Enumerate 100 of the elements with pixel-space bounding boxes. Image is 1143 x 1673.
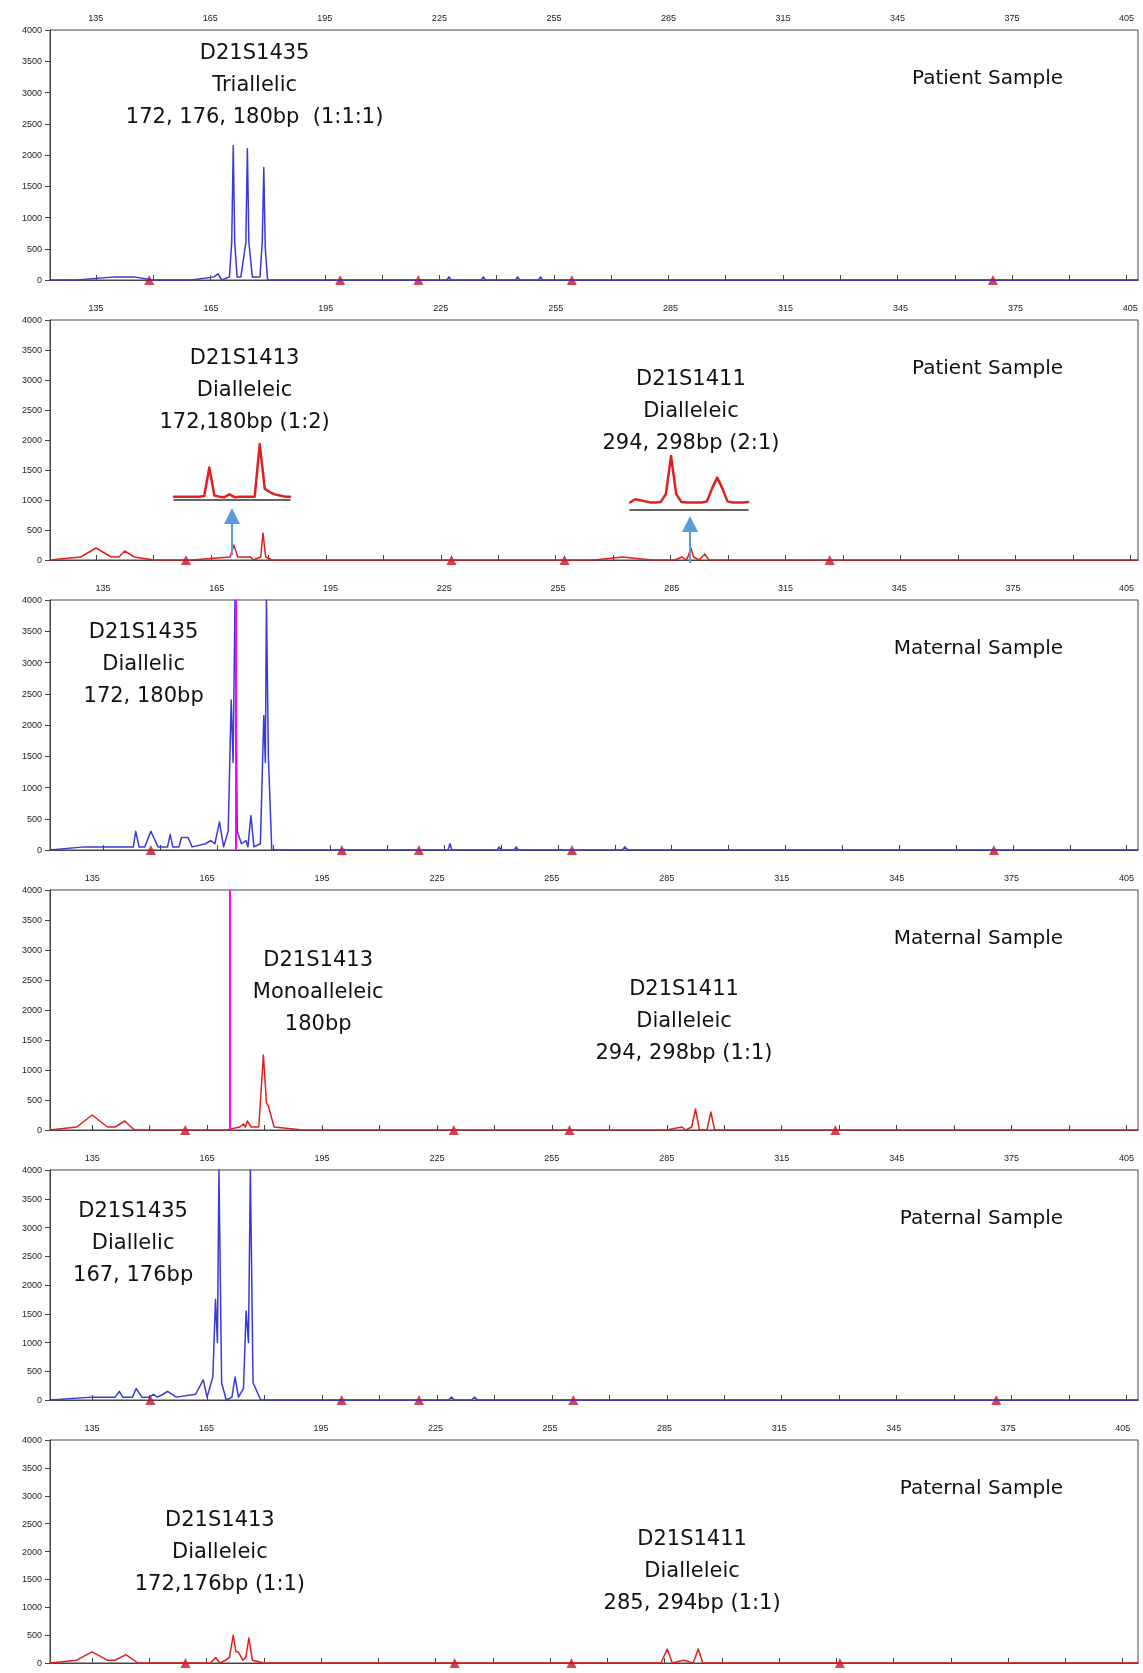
x-tick-label: 405	[1118, 1152, 1135, 1163]
x-tick-label: 285	[657, 1422, 673, 1433]
y-tick-label: 2000	[21, 435, 42, 445]
x-tick-label: 135	[84, 1152, 100, 1163]
x-tick-label: 345	[891, 582, 907, 593]
x-tick-label: 195	[323, 582, 339, 593]
y-tick-label: 3000	[21, 945, 42, 955]
y-tick-label: 2500	[21, 688, 42, 699]
y-tick-label: 500	[26, 525, 42, 535]
annotation: D21S1411 Dialleleic 294, 298bp (1:1)	[595, 975, 773, 1064]
y-tick-label: 1000	[21, 212, 42, 223]
x-tick-label: 405	[1119, 582, 1135, 593]
x-tick-label: 345	[889, 872, 905, 883]
x-tick-label: 255	[546, 12, 562, 23]
x-tick-label: 345	[889, 12, 906, 23]
x-tick-label: 315	[775, 12, 791, 23]
y-tick-label: 4000	[21, 25, 42, 35]
x-tick-label: 195	[314, 872, 330, 883]
y-tick-label: 500	[26, 1366, 42, 1377]
x-tick-label: 195	[317, 12, 333, 23]
y-tick-label: 1000	[21, 782, 42, 793]
text: Patient Sample	[912, 355, 1064, 379]
y-tick-label: 2500	[21, 405, 42, 415]
y-tick-label: 3500	[21, 1462, 42, 1473]
y-tick-label: 4000	[21, 885, 42, 895]
annotation: D21S1435 Diallelic 172, 180bp	[83, 618, 204, 707]
x-tick-label: 315	[777, 582, 793, 593]
y-tick-label: 1500	[21, 1574, 42, 1585]
y-tick-label: 0	[36, 1125, 42, 1135]
x-tick-label: 345	[886, 1422, 902, 1433]
y-tick-label: 4000	[21, 1165, 42, 1175]
x-tick-label: 225	[433, 302, 449, 313]
x-tick-label: 225	[428, 1422, 444, 1433]
x-tick-label: 165	[209, 582, 225, 593]
y-tick-label: 3500	[21, 626, 42, 637]
y-tick-label: 4000	[21, 315, 42, 325]
x-tick-label: 195	[318, 302, 334, 313]
x-tick-label: 225	[429, 1152, 445, 1163]
y-tick-label: 3000	[21, 1222, 42, 1233]
x-tick-label: 225	[429, 872, 445, 883]
x-tick-label: 345	[889, 1152, 905, 1163]
y-tick-label: 4000	[21, 1435, 42, 1445]
x-tick-label: 375	[1007, 302, 1023, 313]
x-tick-label: 315	[774, 872, 790, 883]
text: Patient Sample	[912, 65, 1064, 89]
y-tick-label: 4000	[21, 595, 42, 605]
y-tick-label: 2000	[21, 150, 42, 160]
annotation: D21S1435 Triallelic 172, 176, 180bp (1:1:1)	[125, 39, 384, 128]
text: Paternal Sample	[899, 1205, 1064, 1229]
y-tick-label: 500	[26, 243, 42, 254]
y-tick-label: 1000	[21, 495, 42, 505]
x-tick-label: 375	[1004, 12, 1020, 23]
y-tick-label: 0	[36, 275, 42, 285]
text: Paternal Sample	[899, 1475, 1064, 1499]
x-tick-label: 405	[1118, 872, 1135, 883]
y-tick-label: 2500	[21, 975, 42, 985]
text: Maternal Sample	[893, 635, 1064, 659]
y-tick-label: 3000	[21, 375, 42, 385]
x-tick-label: 165	[199, 1422, 215, 1433]
x-tick-label: 135	[84, 872, 100, 883]
x-tick-label: 285	[660, 12, 676, 23]
y-tick-label: 3000	[21, 1490, 42, 1501]
annotation: D21S1413 Monoalleleic 180bp	[252, 946, 384, 1035]
y-tick-label: 1000	[21, 1337, 42, 1348]
x-tick-label: 345	[892, 302, 908, 313]
y-tick-label: 3000	[21, 87, 42, 98]
x-tick-label: 315	[778, 302, 794, 313]
y-tick-label: 500	[26, 1630, 42, 1641]
y-tick-label: 3500	[21, 56, 42, 67]
y-tick-label: 0	[36, 845, 42, 855]
y-tick-label: 3000	[21, 657, 42, 668]
x-tick-label: 285	[659, 872, 675, 883]
annotation: D21S1435 Diallelic 167, 176bp	[73, 1197, 194, 1286]
y-tick-label: 1500	[21, 181, 42, 192]
x-tick-label: 225	[436, 582, 452, 593]
x-tick-label: 165	[203, 302, 219, 313]
y-tick-label: 1500	[21, 465, 42, 475]
x-tick-label: 405	[1115, 1422, 1131, 1433]
x-tick-label: 255	[548, 302, 564, 313]
x-tick-label: 315	[771, 1422, 787, 1433]
y-tick-label: 0	[36, 555, 42, 565]
x-tick-label: 405	[1119, 12, 1135, 23]
x-tick-label: 255	[542, 1422, 558, 1433]
annotation: D21S1413 Dialleleic 172,180bp (1:2)	[159, 345, 330, 433]
y-tick-label: 2000	[21, 1005, 42, 1015]
x-tick-label: 285	[663, 302, 679, 313]
y-tick-label: 1000	[21, 1602, 42, 1613]
x-tick-label: 315	[774, 1152, 790, 1163]
y-tick-label: 3500	[21, 915, 42, 925]
x-tick-label: 165	[199, 872, 215, 883]
y-tick-label: 0	[36, 1395, 42, 1405]
x-tick-label: 255	[544, 1152, 560, 1163]
x-tick-label: 225	[431, 12, 447, 23]
x-tick-label: 285	[664, 582, 680, 593]
y-tick-label: 2500	[21, 1251, 42, 1262]
x-tick-label: 165	[199, 1152, 215, 1163]
y-tick-label: 1500	[21, 1308, 42, 1319]
x-tick-label: 375	[1004, 1152, 1020, 1163]
x-tick-label: 375	[1004, 872, 1020, 883]
x-tick-label: 255	[550, 582, 566, 593]
